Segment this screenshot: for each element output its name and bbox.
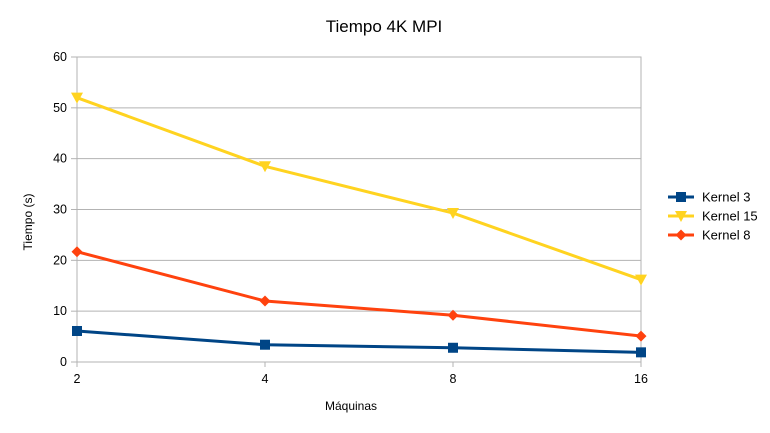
series-kernel-15	[71, 92, 647, 286]
data-point	[636, 347, 646, 358]
y-tick-label: 0	[60, 355, 67, 369]
data-point	[447, 208, 459, 220]
legend-marker	[675, 229, 687, 241]
legend-item: Kernel 15	[668, 209, 758, 224]
legend-label: Kernel 8	[702, 228, 750, 243]
data-point	[71, 246, 83, 258]
data-point	[448, 342, 458, 353]
legend-label: Kernel 3	[702, 190, 750, 205]
grid-lines	[77, 56, 641, 363]
legend-marker	[675, 211, 687, 222]
y-axis-label: Tiempo (s)	[21, 194, 35, 251]
x-axis-ticks: 2 4 8 16	[74, 362, 648, 386]
y-tick-label: 60	[53, 50, 67, 64]
data-point	[635, 330, 647, 342]
x-tick-label: 16	[634, 372, 648, 386]
legend-item: Kernel 3	[668, 190, 750, 205]
data-point	[260, 339, 270, 350]
data-point	[447, 309, 459, 321]
data-point	[259, 295, 271, 307]
y-tick-label: 10	[53, 304, 67, 318]
x-tick-label: 8	[450, 372, 457, 386]
y-tick-label: 20	[53, 253, 67, 267]
y-tick-label: 40	[53, 152, 67, 166]
legend-marker	[676, 192, 686, 202]
chart-title: Tiempo 4K MPI	[326, 17, 443, 36]
legend: Kernel 3 Kernel 15 Kernel 8	[668, 190, 758, 243]
series-layer	[71, 92, 647, 358]
y-axis-ticks: 0 10 20 30 40 50 60	[53, 50, 77, 369]
x-axis-label: Máquinas	[325, 399, 377, 413]
x-tick-label: 2	[74, 372, 81, 386]
data-point	[259, 161, 271, 173]
data-point	[635, 274, 647, 286]
series-kernel-3	[72, 325, 646, 358]
data-point	[71, 92, 83, 104]
series-line	[76, 96, 642, 282]
y-tick-label: 50	[53, 101, 67, 115]
series-kernel-8	[71, 246, 647, 342]
y-tick-label: 30	[53, 203, 67, 217]
series-line	[76, 250, 642, 338]
legend-item: Kernel 8	[668, 228, 750, 243]
series-line	[76, 329, 642, 354]
data-point	[72, 325, 82, 336]
legend-label: Kernel 15	[702, 209, 758, 224]
x-tick-label: 4	[262, 372, 269, 386]
